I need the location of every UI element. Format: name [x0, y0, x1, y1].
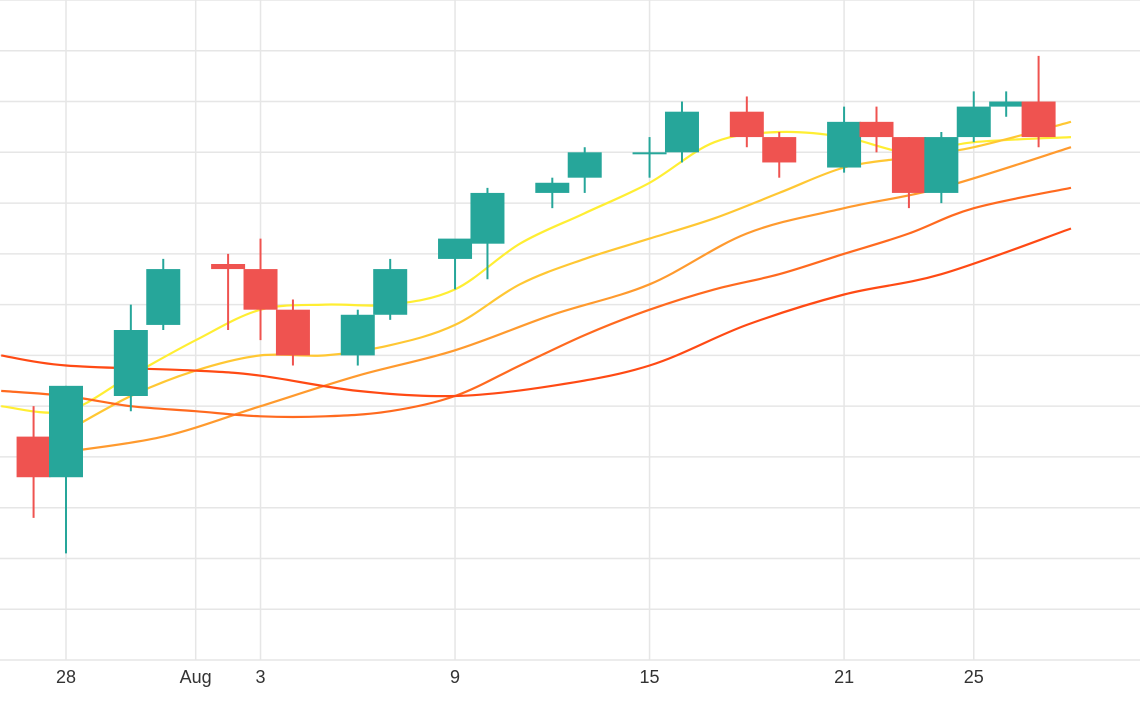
candle-down	[729, 96, 764, 148]
candles	[16, 55, 1056, 554]
candle-body	[924, 137, 959, 193]
candle-up	[924, 132, 959, 204]
candle-body	[1021, 101, 1056, 138]
candle-up	[989, 91, 1024, 117]
candle-body	[762, 137, 797, 163]
moving-average-line	[1, 130, 1072, 414]
candle-body	[438, 238, 473, 259]
candle-body	[49, 385, 83, 478]
moving-average-line	[1, 227, 1072, 398]
candle-down	[1021, 55, 1056, 148]
candle-up	[535, 177, 570, 209]
candle-up	[664, 101, 699, 163]
candle-body	[146, 269, 181, 325]
candle-up	[438, 238, 473, 290]
candle-up	[956, 91, 991, 143]
candle-body	[827, 121, 862, 168]
x-tick-label: 28	[56, 667, 76, 687]
candle-up	[340, 309, 375, 366]
candle-body	[729, 111, 764, 138]
candle-body	[470, 192, 505, 244]
candle-body	[859, 121, 894, 138]
candle-body	[989, 101, 1024, 107]
candle-body	[664, 111, 699, 153]
candle-down	[762, 132, 797, 178]
candle-body	[243, 269, 278, 310]
candle-body	[340, 314, 375, 356]
candle-down	[891, 137, 926, 209]
candle-down	[16, 406, 51, 518]
candle-body	[16, 436, 51, 478]
candle-down	[243, 238, 278, 341]
moving-average-line	[65, 120, 1072, 433]
candle-body	[275, 309, 310, 356]
candle-body	[567, 152, 602, 178]
candle-up	[113, 304, 148, 412]
moving-average-line	[65, 146, 1072, 453]
x-tick-label: 9	[450, 667, 460, 687]
candle-body	[891, 137, 926, 193]
candle-body	[373, 269, 408, 315]
candle-up	[827, 106, 862, 173]
candle-body	[535, 182, 570, 193]
grid	[0, 0, 1140, 661]
candle-body	[211, 264, 246, 270]
candle-up	[567, 147, 602, 193]
candle-up	[373, 258, 408, 320]
moving-average-lines	[1, 120, 1072, 453]
candle-down	[211, 253, 246, 330]
candle-up	[146, 258, 181, 330]
candle-body	[113, 330, 148, 396]
x-tick-label: Aug	[180, 667, 212, 687]
moving-average-line	[1, 186, 1072, 419]
x-tick-label: 3	[256, 667, 266, 687]
candle-body	[956, 106, 991, 138]
x-axis-ticks: 28 Aug 3 9 15 21 25	[56, 667, 984, 687]
candle-up	[49, 385, 83, 554]
x-tick-label: 21	[834, 667, 854, 687]
candle-body	[632, 152, 667, 155]
candle-up	[632, 137, 667, 178]
candle-down	[859, 106, 894, 153]
candle-down	[275, 299, 310, 366]
candle-up	[470, 187, 505, 280]
x-tick-label: 25	[964, 667, 984, 687]
x-tick-label: 15	[640, 667, 660, 687]
